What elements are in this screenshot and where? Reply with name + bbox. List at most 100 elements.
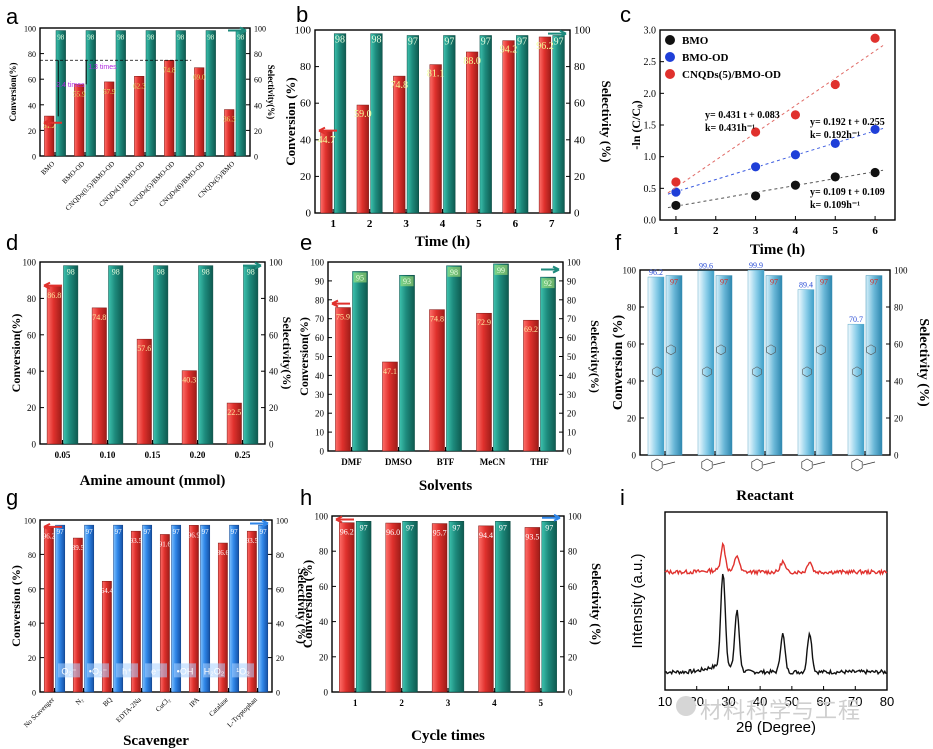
- conversion-bar: [46, 285, 62, 445]
- y-tick-label: 80: [27, 294, 37, 304]
- y-axis-title: Conversion (%): [283, 77, 298, 165]
- y-tick-label: 30: [315, 390, 325, 400]
- x-axis-title: Time (h): [415, 234, 470, 250]
- y2-tick-label: 100: [894, 266, 908, 276]
- molecule-sketch: [851, 458, 863, 472]
- y2-tick-label: 20: [269, 403, 279, 413]
- product-sketch: [716, 344, 726, 356]
- conversion-bar: [797, 289, 815, 456]
- y-tick-label: 100: [311, 258, 325, 268]
- y2-tick-label: 0: [568, 688, 573, 698]
- selectivity-bar: [399, 274, 415, 452]
- legend-marker: [665, 52, 675, 62]
- panel-letter: b: [296, 2, 308, 27]
- y-tick-label: 0.0: [644, 216, 657, 227]
- conversion-bar: [382, 361, 398, 452]
- y-tick-label: 80: [319, 547, 329, 557]
- selectivity-value-label: 98: [202, 268, 210, 277]
- conversion-value-label: 74.8: [390, 80, 408, 91]
- conversion-bar: [697, 270, 715, 456]
- selectivity-value-label: 97: [481, 36, 491, 47]
- conversion-bar: [476, 312, 492, 452]
- x-tick-label: 4: [793, 225, 799, 237]
- selectivity-value-label: 97: [144, 528, 152, 536]
- data-point: [869, 167, 881, 178]
- selectivity-value-label: 97: [173, 528, 181, 536]
- selectivity-bar: [55, 524, 66, 693]
- y-axis-title: -ln (C/C₀): [629, 100, 643, 149]
- y2-tick-label: 80: [568, 547, 578, 557]
- selectivity-bar: [171, 524, 182, 693]
- selectivity-value-label: 97: [545, 523, 553, 532]
- selectivity-bar: [402, 521, 418, 693]
- y2-axis-title: Selectivity(%): [266, 65, 276, 119]
- selectivity-bar: [493, 263, 509, 452]
- product-sketch: [752, 366, 762, 378]
- y-axis-title: Conversion (%): [611, 315, 626, 411]
- species-label: H₂O₂: [204, 666, 225, 676]
- rate-constant: k= 0.431h⁻¹: [705, 123, 755, 134]
- y-tick-label: 20: [319, 652, 329, 662]
- selectivity-value-label: 98: [117, 34, 125, 42]
- x-category-label: BQ: [101, 696, 114, 709]
- conversion-bar: [74, 84, 85, 157]
- y2-tick-label: 80: [574, 61, 586, 73]
- x-category-label: 0.15: [145, 450, 161, 460]
- product-sketch: [816, 344, 826, 356]
- panel-letter: c: [620, 2, 631, 27]
- y2-tick-label: 20: [567, 409, 577, 419]
- conversion-value-label: 59.0: [354, 109, 372, 120]
- conversion-value-label: 75.9: [336, 313, 350, 322]
- product-sketch: [852, 366, 862, 378]
- y-tick-label: 100: [23, 258, 37, 268]
- y2-tick-label: 0: [894, 451, 899, 461]
- y-tick-label: 50: [315, 352, 325, 362]
- selectivity-bar: [85, 30, 96, 157]
- x-category-label: 3: [403, 218, 409, 230]
- selectivity-bar: [552, 35, 565, 214]
- x-tick-label: 6: [872, 225, 878, 237]
- conversion-value-label: 91.6: [159, 540, 172, 548]
- y2-tick-label: 80: [567, 295, 577, 305]
- y2-tick-label: 80: [894, 303, 904, 313]
- data-point: [670, 200, 682, 211]
- fit-equation: y= 0.192 t + 0.255: [810, 117, 885, 128]
- right-axis-arrow: [548, 29, 567, 38]
- panel-letter: f: [615, 230, 622, 255]
- data-point: [829, 171, 841, 183]
- conversion-value-label: 47.1: [383, 367, 397, 376]
- conversion-bar: [246, 530, 257, 693]
- selectivity-bar: [145, 30, 156, 157]
- conversion-bar: [224, 109, 235, 157]
- selectivity-value-label: 97: [499, 523, 507, 532]
- annotation: 1.3 times: [88, 64, 117, 71]
- y2-axis-title: Selectivity(%): [280, 317, 294, 390]
- y-axis-title: Conversion(%): [297, 317, 311, 396]
- selectivity-bar: [448, 521, 465, 693]
- y2-tick-label: 10: [567, 428, 577, 438]
- y2-axis-title: Selectivity (%): [589, 563, 604, 645]
- molecule-sketch: [712, 461, 726, 466]
- x-category-label: No Scavenger: [22, 695, 56, 729]
- selectivity-value-label: 92: [544, 279, 552, 288]
- fit-equation: y= 0.109 t + 0.109: [810, 187, 885, 198]
- selectivity-bar: [258, 524, 269, 693]
- y-tick-label: 20: [27, 403, 37, 413]
- selectivity-value-label: 95: [356, 273, 364, 282]
- y-tick-label: 20: [28, 127, 36, 136]
- y2-tick-label: 40: [269, 367, 279, 377]
- y2-tick-label: 100: [574, 25, 591, 37]
- x-category-label: BMO: [39, 160, 56, 177]
- selectivity-value-label: 97: [231, 528, 239, 536]
- y2-tick-label: 60: [269, 330, 279, 340]
- x-axis-title: 2θ (Degree): [736, 719, 816, 736]
- species-label: O₂⁻: [61, 666, 76, 676]
- data-point: [790, 149, 801, 161]
- selectivity-bar: [541, 521, 557, 693]
- molecule-sketch: [651, 458, 663, 472]
- y2-tick-label: 90: [567, 276, 577, 286]
- selectivity-value-label: 98: [112, 268, 120, 277]
- y-tick-label: 60: [300, 98, 312, 110]
- selectivity-bar: [446, 265, 462, 452]
